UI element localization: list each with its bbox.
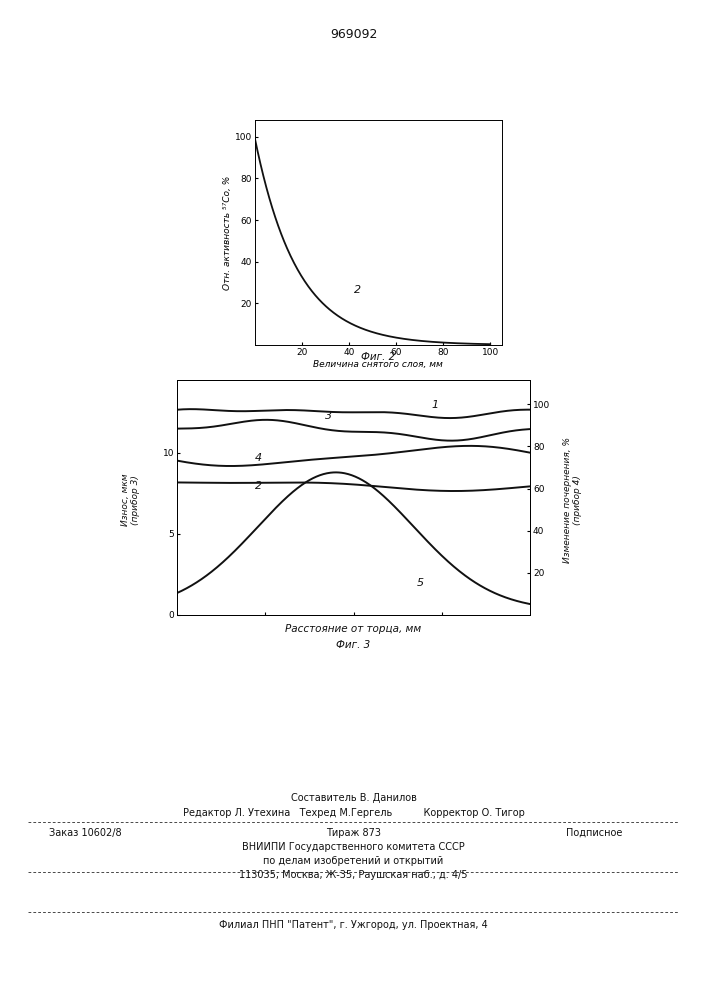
Text: Тираж 873: Тираж 873 [326, 828, 381, 838]
Y-axis label: Отн. активность ⁵⁷Co, %: Отн. активность ⁵⁷Co, % [223, 175, 232, 290]
Text: Изменение почернения, %
(прибор 4): Изменение почернения, % (прибор 4) [563, 437, 583, 563]
Text: Заказ 10602/8: Заказ 10602/8 [49, 828, 122, 838]
Text: 969092: 969092 [329, 28, 378, 41]
Text: Филиал ПНП "Патент", г. Ужгород, ул. Проектная, 4: Филиал ПНП "Патент", г. Ужгород, ул. Про… [219, 920, 488, 930]
X-axis label: Величина снятого слоя, мм: Величина снятого слоя, мм [313, 360, 443, 369]
Text: Фиг. 3: Фиг. 3 [337, 640, 370, 650]
Text: 3: 3 [325, 411, 332, 421]
Text: Расстояние от торца, мм: Расстояние от торца, мм [286, 624, 421, 634]
Text: 2: 2 [354, 285, 361, 295]
Text: 2: 2 [255, 481, 262, 491]
Text: 1: 1 [431, 400, 438, 410]
Text: Составитель В. Данилов: Составитель В. Данилов [291, 793, 416, 803]
Text: ВНИИПИ Государственного комитета СССР: ВНИИПИ Государственного комитета СССР [242, 842, 465, 852]
Text: Фиг. 2: Фиг. 2 [361, 352, 395, 362]
Text: Редактор Л. Утехина   Техред М.Гергель          Корректор О. Тигор: Редактор Л. Утехина Техред М.Гергель Кор… [182, 808, 525, 818]
Text: по делам изобретений и открытий: по делам изобретений и открытий [264, 856, 443, 866]
Text: Подписное: Подписное [566, 828, 622, 838]
Text: 4: 4 [255, 453, 262, 463]
Text: Износ, мкм
(прибор 3): Износ, мкм (прибор 3) [121, 474, 141, 526]
Text: 5: 5 [417, 578, 424, 588]
Text: 113035, Москва, Ж-35, Раушская наб., д. 4/5: 113035, Москва, Ж-35, Раушская наб., д. … [239, 870, 468, 880]
